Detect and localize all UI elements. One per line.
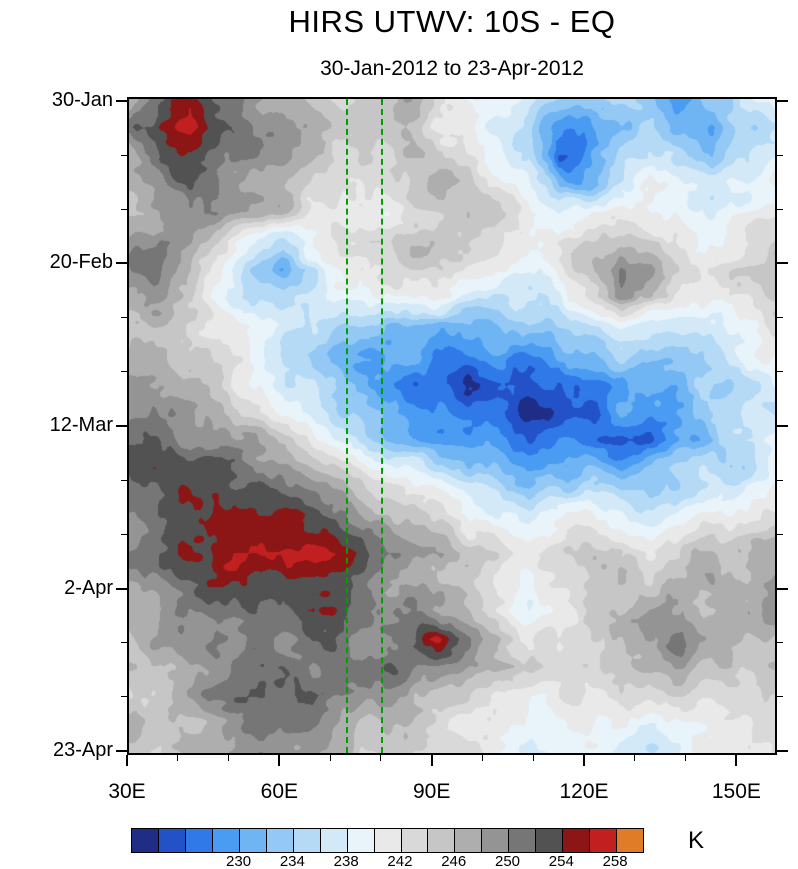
colorbar-segment	[509, 829, 537, 852]
colorbar-segment	[428, 829, 456, 852]
axis-tick	[228, 755, 230, 761]
axis-tick	[121, 317, 127, 319]
axis-tick	[777, 154, 783, 156]
colorbar-tick-label: 258	[602, 853, 628, 869]
colorbar-tick-label: 238	[333, 853, 359, 869]
axis-tick	[777, 425, 788, 427]
reference-line	[346, 99, 349, 753]
page-title: HIRS UTWV: 10S - EQ	[288, 4, 616, 39]
colorbar-segment	[266, 829, 294, 852]
colorbar-segment	[374, 829, 402, 852]
axis-tick	[481, 755, 483, 761]
x-tick-label: 60E	[260, 780, 299, 803]
colorbar-tick-label: 242	[387, 853, 413, 869]
y-tick-label: 2-Apr	[64, 576, 113, 599]
axis-tick	[532, 755, 534, 761]
axis-tick	[777, 587, 788, 590]
colorbar-segment	[239, 829, 267, 852]
axis-tick	[116, 587, 127, 590]
axis-tick	[430, 755, 433, 766]
axis-tick	[121, 696, 127, 698]
axis-tick	[278, 755, 281, 766]
colorbar-segment	[212, 829, 240, 852]
axis-tick	[177, 755, 179, 761]
axis-tick	[777, 317, 783, 319]
axis-tick	[126, 755, 128, 766]
colorbar-segment	[347, 829, 375, 852]
colorbar	[131, 828, 644, 853]
colorbar-segment	[482, 829, 510, 852]
axis-tick	[777, 750, 788, 753]
axis-tick	[121, 154, 127, 156]
x-tick-label: 30E	[108, 780, 146, 803]
colorbar-tick-label: 246	[441, 853, 467, 869]
x-tick-label: 120E	[559, 780, 609, 803]
colorbar-segment	[320, 829, 348, 852]
axis-tick	[329, 755, 331, 761]
axis-tick	[121, 479, 127, 481]
y-tick-label: 12-Mar	[49, 414, 113, 436]
colorbar-segment	[401, 829, 429, 852]
axis-tick	[121, 642, 127, 644]
reference-line	[381, 99, 384, 753]
colorbar-segment	[590, 829, 618, 852]
colorbar-tick-label: 254	[548, 853, 574, 869]
axis-tick	[777, 533, 783, 535]
colorbar-tick-label: 234	[279, 853, 305, 869]
figure-subtitle: 30-Jan-2012 to 23-Apr-2012	[320, 57, 584, 80]
axis-tick	[777, 642, 783, 644]
x-tick-label: 90E	[413, 780, 451, 803]
axis-tick	[116, 425, 127, 427]
colorbar-tick-label: 250	[494, 853, 521, 869]
plot-area	[127, 97, 777, 755]
axis-tick	[121, 371, 127, 373]
colorbar-segment	[132, 829, 159, 852]
axis-tick	[777, 696, 783, 698]
colorbar-tick-label: 230	[226, 853, 252, 869]
axis-tick	[777, 99, 788, 102]
axis-tick	[380, 755, 382, 761]
axis-tick	[735, 755, 738, 766]
axis-tick	[116, 750, 127, 753]
axis-tick	[777, 262, 788, 265]
y-tick-label: 20-Feb	[49, 251, 113, 274]
axis-tick	[121, 533, 127, 535]
colorbar-segment	[158, 829, 186, 852]
x-tick-label: 150E	[711, 780, 761, 803]
colorbar-segment	[617, 829, 644, 852]
axis-tick	[634, 755, 636, 761]
axis-tick	[777, 479, 783, 481]
colorbar-segment	[455, 829, 483, 852]
hovmoller-field-canvas	[129, 99, 775, 753]
axis-tick	[121, 208, 127, 210]
axis-tick	[777, 208, 783, 210]
axis-tick	[116, 262, 127, 265]
colorbar-segment	[293, 829, 321, 852]
colorbar-segment	[536, 829, 564, 852]
colorbar-segment	[563, 829, 591, 852]
axis-tick	[583, 755, 586, 766]
axis-tick	[777, 371, 783, 373]
y-tick-label: 30-Jan	[51, 88, 113, 111]
colorbar-segment	[185, 829, 213, 852]
y-tick-label: 23-Apr	[52, 739, 113, 762]
axis-tick	[116, 99, 127, 102]
colorbar-unit-label: K	[688, 827, 705, 854]
axis-tick	[685, 755, 687, 761]
